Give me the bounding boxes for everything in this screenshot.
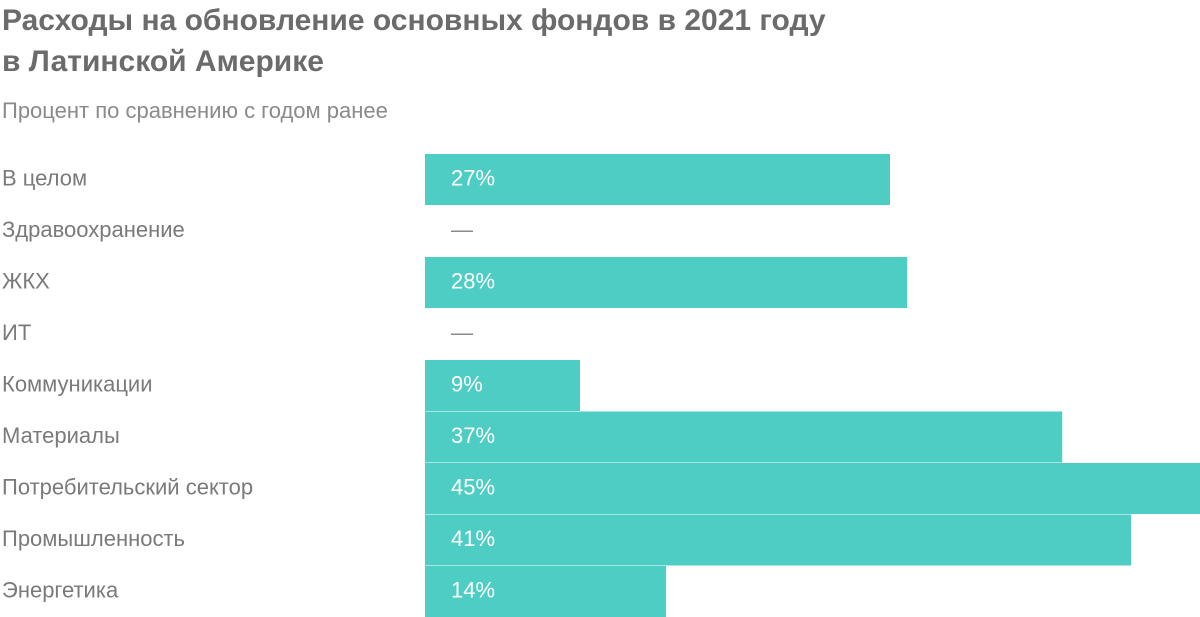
category-label: ИТ bbox=[2, 320, 31, 345]
value-label: 9% bbox=[451, 371, 483, 396]
chart-title: Расходы на обновление основных фондов в … bbox=[2, 4, 826, 37]
value-label: 45% bbox=[451, 474, 495, 499]
category-label: Потребительский сектор bbox=[2, 474, 253, 499]
value-label: 41% bbox=[451, 526, 495, 551]
category-label: В целом bbox=[2, 165, 87, 190]
category-label: Промышленность bbox=[2, 526, 185, 551]
category-label: Здравоохранение bbox=[2, 217, 185, 242]
category-label: Энергетика bbox=[2, 577, 119, 602]
value-label: 37% bbox=[451, 423, 495, 448]
chart-subtitle: Процент по сравнению с годом ранее bbox=[2, 98, 388, 123]
bar bbox=[425, 411, 1063, 463]
value-label: 14% bbox=[451, 577, 495, 602]
value-label: — bbox=[451, 217, 473, 242]
chart-title: в Латинской Америке bbox=[2, 45, 324, 78]
bar bbox=[425, 154, 890, 205]
value-label: 27% bbox=[451, 165, 495, 190]
bar bbox=[425, 257, 908, 308]
value-label: 28% bbox=[451, 268, 495, 293]
bar bbox=[425, 566, 667, 617]
bar bbox=[425, 463, 1200, 514]
category-label: Материалы bbox=[2, 423, 120, 448]
bar bbox=[425, 360, 580, 411]
bar bbox=[425, 514, 1132, 566]
category-label: ЖКХ bbox=[2, 268, 50, 293]
value-label: — bbox=[451, 320, 473, 345]
category-label: Коммуникации bbox=[2, 371, 153, 396]
